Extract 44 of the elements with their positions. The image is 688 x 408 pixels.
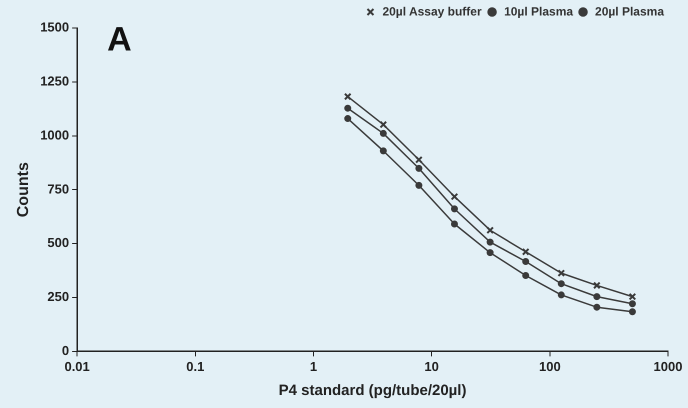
point [450,205,458,212]
legend-label: 10µl Plasma [504,4,574,18]
point [450,220,458,228]
point [415,182,422,189]
legend-label: 20µl Plasma [595,4,664,18]
point [379,120,388,128]
x-tick-label: 0.1 [186,358,204,374]
point [415,156,423,164]
point [380,130,387,137]
point [415,164,422,172]
point [486,226,494,234]
y-tick-label: 250 [47,289,70,304]
y-tick-label: 1500 [40,20,70,35]
point [628,300,636,308]
point [558,291,565,298]
y-tick-label: 1000 [40,127,70,142]
point [593,293,600,300]
point [380,147,387,154]
x-tick-label: 100 [538,358,561,374]
point [522,248,530,256]
y-tick-label: 750 [47,181,70,196]
legend-label: 20µl Assay buffer [382,4,482,18]
point [557,269,566,277]
y-tick-label: 1250 [40,73,70,88]
point [522,258,530,265]
y-tick-label: 500 [47,235,70,250]
x-tick-label: 1000 [654,358,682,374]
x-tick-label: 10 [424,358,439,374]
point [344,115,352,122]
point [450,192,458,200]
y-tick-label: 0 [62,342,70,358]
point [486,249,494,256]
x-tick-label: 1 [310,358,318,374]
y-axis-title: Counts [15,162,32,218]
x-tick-label: 0.01 [64,358,90,374]
x-axis-title: P4 standard (pg/tube/20µl) [278,382,466,400]
point [593,304,600,311]
point [558,280,565,288]
point [628,308,636,316]
point [593,282,601,290]
annotation: A [107,20,132,58]
point [522,272,530,280]
point [344,104,352,112]
point [486,238,494,246]
